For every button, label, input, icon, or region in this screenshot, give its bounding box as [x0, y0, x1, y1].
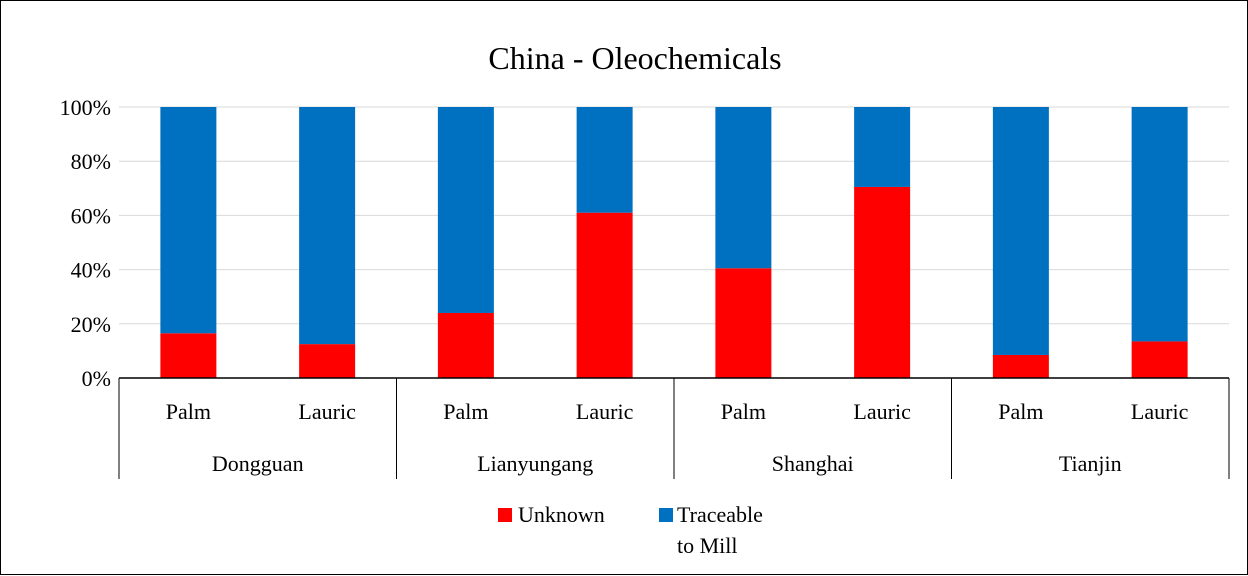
chart-title: China - Oleochemicals — [488, 40, 781, 76]
bar-unknown — [437, 312, 494, 378]
x-category-label: Lauric — [853, 399, 911, 424]
x-group-label: Shanghai — [772, 451, 854, 476]
legend: Unknown Traceable to Mill — [498, 502, 763, 558]
bar-traceable — [576, 107, 633, 213]
x-category-label: Palm — [166, 399, 211, 424]
bar-traceable — [299, 107, 356, 345]
legend-label-traceable-line2: to Mill — [677, 533, 738, 558]
legend-label-unknown: Unknown — [518, 502, 605, 527]
y-tick-label: 60% — [71, 203, 111, 228]
bar-unknown — [299, 344, 356, 378]
category-axis — [118, 377, 1230, 479]
bar-traceable — [854, 107, 911, 187]
bar-traceable — [160, 107, 217, 334]
bar-unknown — [1131, 341, 1188, 378]
x-category-label: Palm — [443, 399, 488, 424]
legend-swatch-unknown — [498, 508, 512, 522]
x-category-label: Lauric — [298, 399, 356, 424]
bar-traceable — [1131, 107, 1188, 342]
x-group-label: Dongguan — [212, 451, 304, 476]
legend-label-traceable-line1: Traceable — [677, 502, 763, 527]
bar-unknown — [576, 212, 633, 378]
gridlines — [119, 106, 1229, 325]
bar-unknown — [992, 354, 1049, 378]
bar-traceable — [992, 107, 1049, 355]
bar-unknown — [854, 186, 911, 378]
x-category-label: Palm — [998, 399, 1043, 424]
x-group-label: Lianyungang — [477, 451, 593, 476]
x-axis-labels: Palm Lauric Palm Lauric Palm Lauric Palm Lauric… — [166, 399, 1189, 476]
bar-unknown — [160, 333, 217, 378]
x-category-label: Lauric — [576, 399, 634, 424]
x-category-label: Lauric — [1131, 399, 1189, 424]
y-tick-label: 100% — [60, 95, 111, 120]
x-category-label: Palm — [721, 399, 766, 424]
bar-unknown — [715, 268, 772, 378]
y-tick-label: 20% — [71, 312, 111, 337]
bar-traceable — [437, 107, 494, 313]
y-tick-label: 40% — [71, 258, 111, 283]
y-axis-ticks: 0% 20% 40% 60% 80% 100% — [60, 95, 111, 391]
legend-swatch-traceable — [659, 508, 673, 522]
y-tick-label: 80% — [71, 149, 111, 174]
y-tick-label: 0% — [82, 366, 111, 391]
bar-traceable — [715, 107, 772, 269]
x-group-label: Tianjin — [1059, 451, 1122, 476]
bars — [160, 107, 1188, 378]
